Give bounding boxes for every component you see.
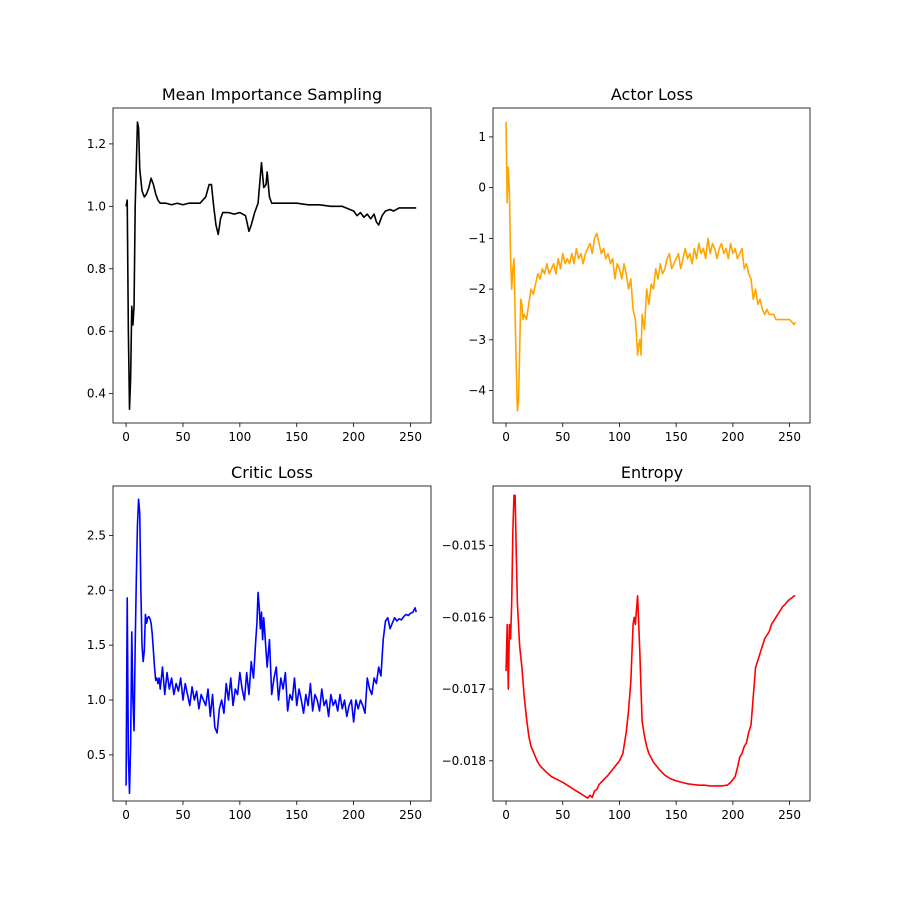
x-tick-label: 200 — [342, 808, 365, 822]
series-line — [505, 121, 796, 412]
y-tick-label: −0.016 — [442, 610, 486, 624]
x-tick-label: 50 — [555, 808, 570, 822]
x-tick-label: 50 — [555, 430, 570, 444]
chart-title: Critic Loss — [231, 463, 313, 482]
y-tick-label: 1 — [478, 130, 486, 144]
y-tick-label: 0.5 — [87, 748, 106, 762]
x-tick-label: 100 — [608, 430, 631, 444]
y-tick-label: −1 — [468, 231, 486, 245]
x-tick-label: 250 — [399, 430, 422, 444]
y-tick-label: 2.0 — [87, 583, 106, 597]
plot-frame — [492, 107, 811, 424]
x-tick-label: 0 — [502, 430, 510, 444]
y-tick-label: −0.017 — [442, 682, 486, 696]
x-tick-label: 100 — [228, 430, 251, 444]
x-tick-label: 250 — [399, 808, 422, 822]
x-tick-label: 150 — [285, 808, 308, 822]
chart-title: Entropy — [621, 463, 683, 482]
chart-panel: Mean Importance Sampling 0 50 100 150 200 250… — [87, 85, 432, 444]
y-tick-label: 1.0 — [87, 693, 106, 707]
series-line — [125, 121, 417, 411]
x-tick-label: 50 — [175, 430, 190, 444]
y-tick-label: 1.2 — [87, 137, 106, 151]
chart-panel: Actor Loss 0 50 100 150 200 250 −4 −3 −2 −1 0 1 — [468, 85, 811, 444]
plot-frame — [492, 485, 811, 802]
x-tick-label: 150 — [285, 430, 308, 444]
y-tick-label: 0.6 — [87, 324, 106, 338]
x-tick-label: 100 — [228, 808, 251, 822]
y-tick-label: −4 — [468, 384, 486, 398]
x-tick-label: 200 — [721, 430, 744, 444]
x-tick-label: 50 — [175, 808, 190, 822]
x-tick-label: 0 — [502, 808, 510, 822]
plot-frame — [112, 107, 432, 424]
plot-frame — [112, 485, 432, 802]
y-tick-label: −0.015 — [442, 539, 486, 553]
y-tick-label: 2.5 — [87, 528, 106, 542]
y-tick-label: 0.4 — [87, 387, 106, 401]
chart-title: Mean Importance Sampling — [162, 85, 382, 104]
series-line — [505, 494, 796, 799]
y-tick-label: −0.018 — [442, 754, 486, 768]
x-tick-label: 0 — [122, 808, 130, 822]
chart-title: Actor Loss — [611, 85, 693, 104]
y-tick-label: 0.8 — [87, 262, 106, 276]
x-tick-label: 200 — [721, 808, 744, 822]
x-tick-label: 250 — [778, 808, 801, 822]
x-tick-label: 100 — [608, 808, 631, 822]
chart-panel: Critic Loss 0 50 100 150 200 250 0.5 1.0 1.5 2.0 2… — [87, 463, 432, 822]
x-tick-label: 0 — [122, 430, 130, 444]
x-tick-label: 250 — [778, 430, 801, 444]
y-tick-label: 1.5 — [87, 638, 106, 652]
y-tick-label: −3 — [468, 333, 486, 347]
y-tick-label: −2 — [468, 282, 486, 296]
y-tick-label: 0 — [478, 181, 486, 195]
x-tick-label: 150 — [665, 808, 688, 822]
x-tick-label: 150 — [665, 430, 688, 444]
chart-panel: Entropy 0 50 100 150 200 250 −0.018 −0.017 −0.01… — [442, 463, 811, 822]
series-line — [125, 498, 417, 795]
x-tick-label: 200 — [342, 430, 365, 444]
y-tick-label: 1.0 — [87, 199, 106, 213]
